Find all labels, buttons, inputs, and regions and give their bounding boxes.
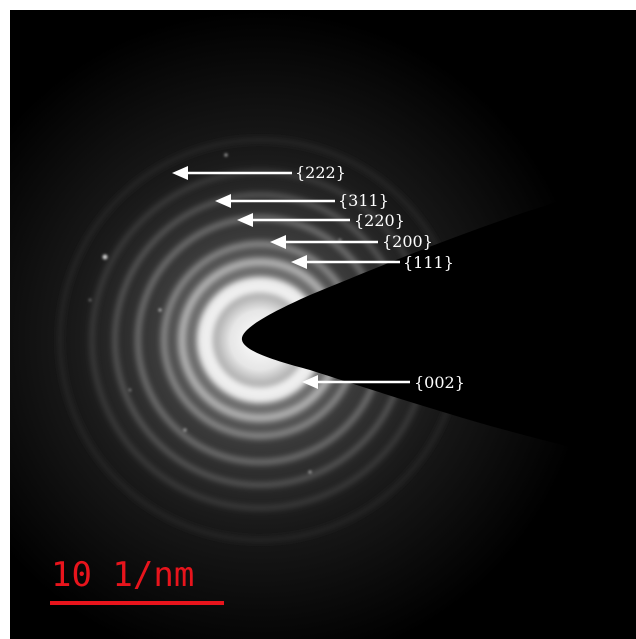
spot bbox=[183, 428, 187, 432]
reflection-label-311: {311} bbox=[338, 191, 389, 210]
diffraction-image: {222} {311} {220} {200} {111} {002} 10 1… bbox=[10, 10, 636, 639]
reflection-label-222: {222} bbox=[295, 163, 346, 182]
spot bbox=[158, 308, 162, 312]
arrowhead-311 bbox=[215, 194, 231, 208]
scale-bar-label: 10 1/nm bbox=[51, 555, 195, 595]
spot bbox=[88, 298, 92, 302]
arrowhead-200 bbox=[270, 235, 286, 249]
arrowhead-220 bbox=[237, 213, 253, 227]
scale-bar bbox=[50, 601, 224, 605]
diffraction-spots bbox=[88, 153, 342, 474]
annotation-arrows bbox=[172, 166, 410, 389]
spot bbox=[102, 254, 108, 260]
reflection-label-200: {200} bbox=[382, 232, 433, 251]
reflection-label-220: {220} bbox=[354, 211, 405, 230]
arrowhead-222 bbox=[172, 166, 188, 180]
spot bbox=[128, 388, 132, 392]
beam-stop bbox=[241, 180, 636, 460]
spot bbox=[224, 153, 228, 157]
diffraction-pattern bbox=[10, 10, 636, 639]
reflection-label-002: {002} bbox=[414, 373, 465, 392]
arrowhead-002 bbox=[302, 375, 318, 389]
spot bbox=[308, 470, 312, 474]
reflection-label-111: {111} bbox=[403, 253, 454, 272]
arrowhead-111 bbox=[291, 255, 307, 269]
